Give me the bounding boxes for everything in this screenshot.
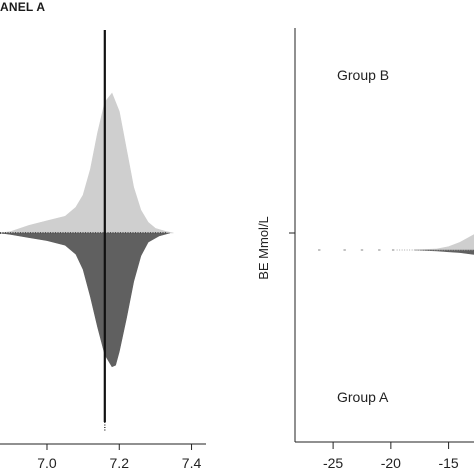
- group-annotation-1: Group A: [337, 389, 389, 405]
- x-tick-label-0: -25: [323, 455, 343, 471]
- right-panel: BE Mmol/L -25 -20 -15 Group B Group A: [256, 28, 474, 471]
- x-tick-label-2: 7.4: [182, 455, 202, 471]
- x-tick-label-1: 7.2: [110, 455, 130, 471]
- left-panel: 7.0 7.2 7.4: [0, 30, 206, 471]
- violin-bottom-group-1: [0, 232, 170, 368]
- violin-top-group-0: [413, 234, 474, 251]
- y-axis-label: BE Mmol/L: [256, 216, 271, 280]
- x-tick-label-1: -20: [381, 455, 401, 471]
- x-tick-label-2: -15: [438, 455, 458, 471]
- panel-a-label: ANEL A: [0, 0, 46, 14]
- x-tick-label-0: 7.0: [37, 455, 57, 471]
- violin-top-group-0: [0, 92, 174, 234]
- group-annotation-0: Group B: [337, 67, 389, 83]
- violin-bottom-group-1: [413, 249, 474, 255]
